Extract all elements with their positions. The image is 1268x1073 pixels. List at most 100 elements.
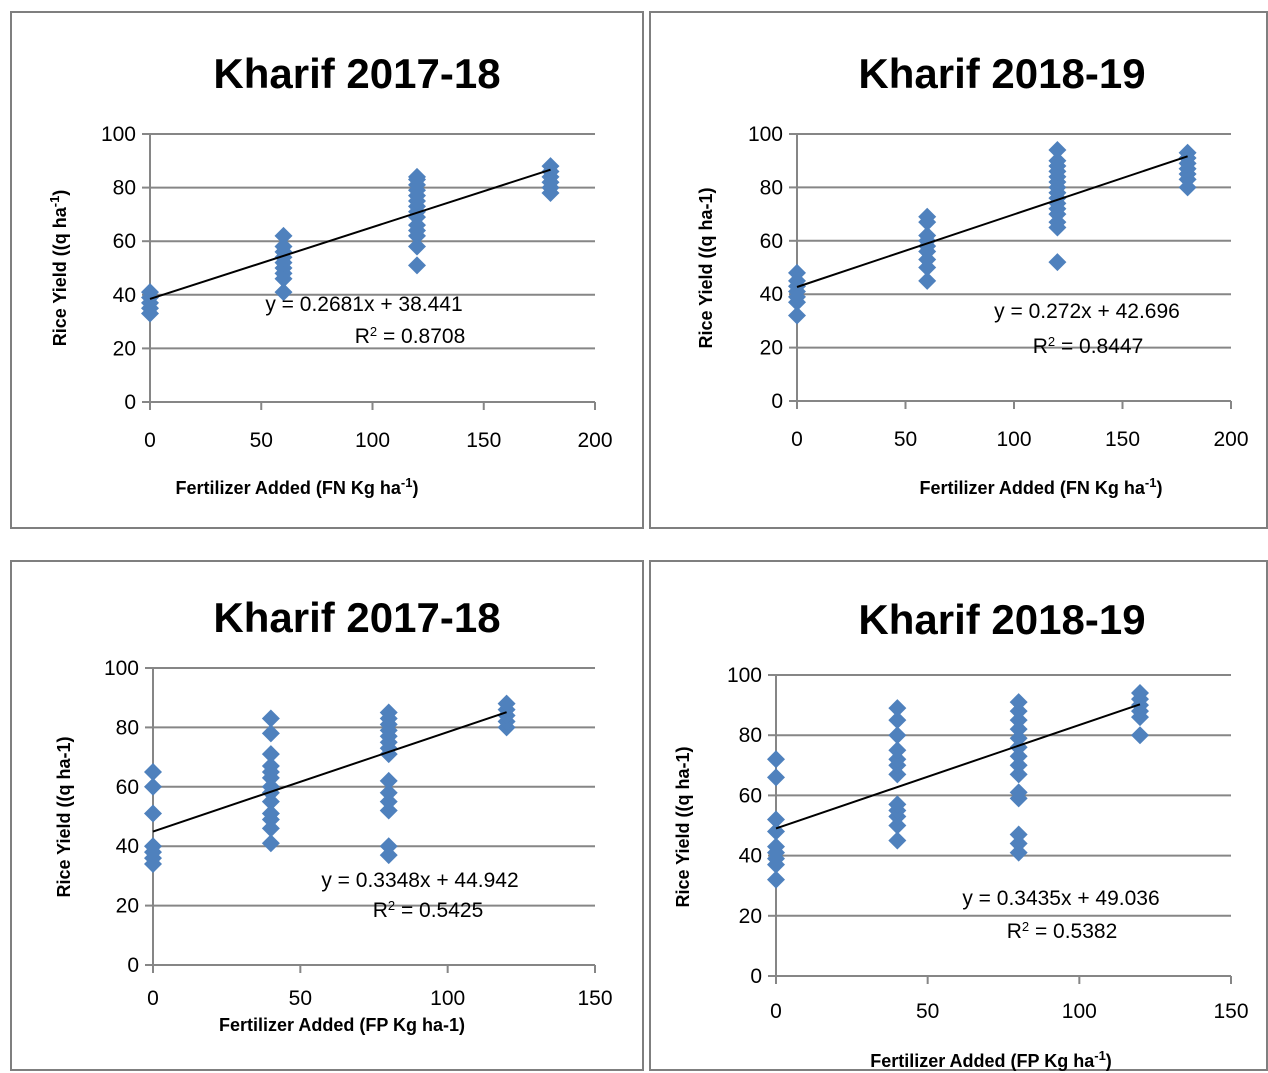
chart-title: Kharif 2018-19 [858,50,1145,97]
y-axis-label: Rice Yield ((q ha-1) [673,746,693,907]
y-tick-label: 60 [739,784,762,807]
trendline-equation: y = 0.272x + 42.696 [994,300,1180,323]
data-point [788,306,806,325]
x-tick-label: 0 [147,987,159,1010]
data-point [274,226,293,245]
data-point [918,271,937,290]
data-point [1009,738,1028,757]
data-point [767,810,785,829]
data-point [408,256,426,275]
data-point [888,741,907,760]
chart-title: Kharif 2017-18 [213,594,500,641]
data-point [1009,702,1028,721]
x-tick-label: 150 [1105,428,1140,451]
data-point [1009,783,1028,802]
data-point [261,745,280,764]
chart-panel-fp-2018-19: Kharif 2018-19 0 20 40 60 80 100 0 50 100 150 Ferti… [649,560,1268,1071]
y-tick-label: 80 [739,724,762,747]
x-tick-label: 150 [466,429,501,452]
x-tick-label: 100 [355,429,390,452]
data-point [1009,747,1028,766]
y-tick-label: 60 [760,230,783,253]
data-point [1009,834,1028,853]
data-point [1009,765,1028,784]
data-point [144,777,162,796]
y-tick-label: 80 [113,177,136,200]
y-tick-label: 0 [124,391,136,414]
data-point [1009,720,1028,739]
x-tick-label: 100 [996,428,1031,451]
y-tick-label: 80 [116,716,139,739]
x-tick-label: 0 [770,1000,782,1023]
trendline-equation: y = 0.3348x + 44.942 [321,869,518,892]
y-tick-label: 20 [739,905,762,928]
x-tick-label: 150 [577,987,612,1010]
chart-panel-fp-2017-18: Kharif 2017-18 0 20 40 60 80 100 0 50 100 150 Ferti… [10,560,644,1071]
trendline-equation: y = 0.2681x + 38.441 [265,293,462,316]
y-tick-label: 100 [101,123,136,146]
y-axis-label: Rice Yield ((q ha-1) [54,736,74,897]
trendline [796,155,1188,288]
r-squared-label: R2 = 0.8447 [1033,334,1144,359]
y-tick-label: 20 [116,895,139,918]
data-point [767,837,785,856]
data-point [1009,843,1028,862]
chart-svg: Kharif 2017-18 0 20 40 60 80 100 0 50 100 150 200 Fe… [47,50,613,499]
data-point [1048,151,1067,170]
r-squared-label: R2 = 0.5425 [373,898,484,923]
trendline-equation: y = 0.3435x + 49.036 [962,887,1159,910]
y-tick-label: 0 [750,965,762,988]
y-axis-label: Rice Yield ((q ha-1) [696,187,716,348]
y-tick-label: 40 [739,845,762,868]
y-tick-label: 0 [127,954,139,977]
data-point [261,804,280,823]
y-tick-label: 0 [771,390,783,413]
data-point [274,283,293,302]
data-point [261,709,280,728]
data-point [379,837,398,856]
r-squared-label: R2 = 0.8708 [355,324,466,349]
r-squared-label: R2 = 0.5382 [1007,919,1118,944]
data-point [788,263,806,282]
y-tick-label: 100 [748,123,783,146]
data-point [767,870,785,889]
x-tick-label: 200 [1213,428,1248,451]
data-point [1009,711,1028,730]
y-tick-label: 60 [113,230,136,253]
y-axis-label: Rice Yield ((q ha-1) [47,190,71,347]
data-point [379,703,398,722]
data-point [888,765,907,784]
data-point [1048,141,1067,160]
data-point [888,831,907,850]
data-point [767,768,785,787]
data-point [888,816,907,835]
chart-svg: Kharif 2018-19 0 20 40 60 80 100 0 50 100 150 Ferti… [673,596,1249,1072]
y-tick-label: 40 [760,283,783,306]
data-point [888,711,907,730]
x-tick-label: 50 [916,1000,939,1023]
chart-title: Kharif 2018-19 [858,596,1145,643]
data-point [1009,756,1028,775]
trendline [152,711,507,833]
data-point [144,762,162,781]
data-point [1048,253,1067,272]
data-point [1009,693,1028,712]
x-tick-label: 50 [894,428,917,451]
data-point [261,724,280,743]
x-tick-label: 100 [430,987,465,1010]
x-tick-label: 50 [289,987,312,1010]
x-tick-label: 200 [577,429,612,452]
x-tick-label: 0 [144,429,156,452]
y-tick-label: 40 [113,284,136,307]
data-point [1131,726,1149,745]
data-point [767,750,785,769]
x-axis-label: Fertilizer Added (FN Kg ha-1) [176,475,419,499]
y-tick-label: 80 [760,176,783,199]
y-tick-label: 20 [113,337,136,360]
x-axis-label: Fertilizer Added (FP Kg ha-1) [870,1048,1112,1072]
trendline [775,703,1141,830]
x-tick-label: 150 [1213,1000,1248,1023]
y-tick-label: 20 [760,337,783,360]
data-point [408,237,426,256]
data-point [1009,729,1028,748]
